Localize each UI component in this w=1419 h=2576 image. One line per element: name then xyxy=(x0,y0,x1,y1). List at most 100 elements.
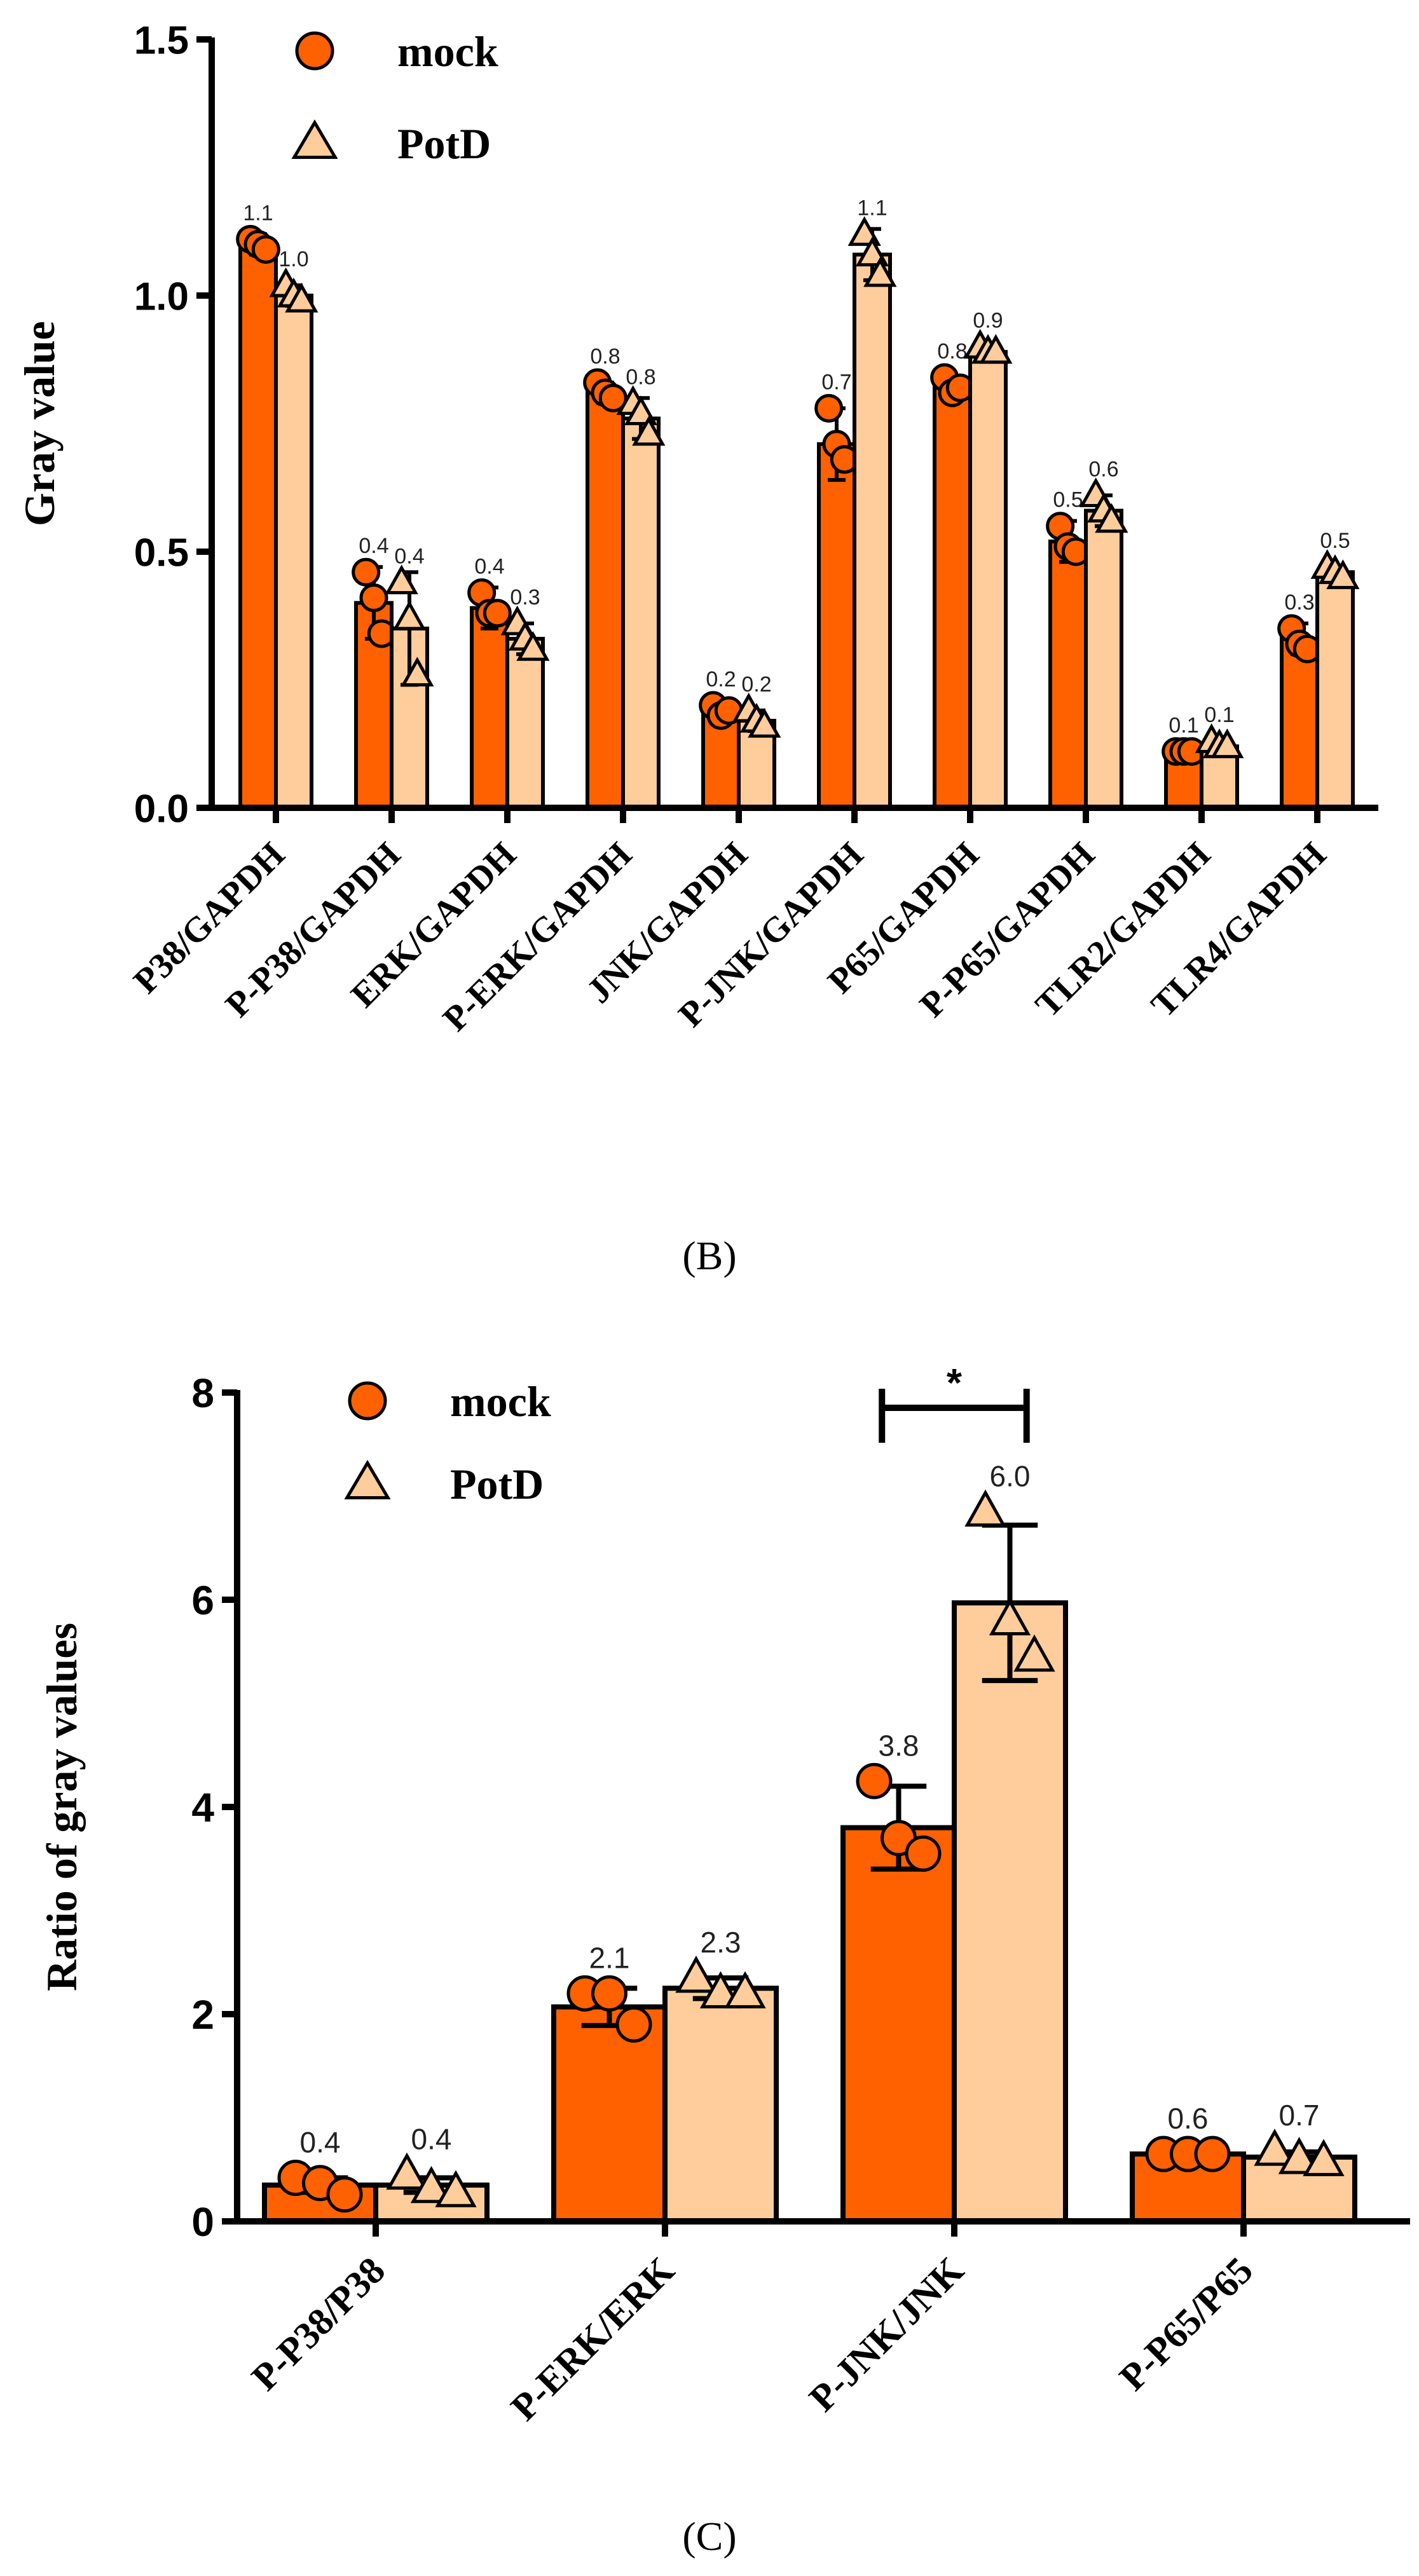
bar-mock-3 xyxy=(470,606,509,810)
point-PotD-1-2 xyxy=(410,2165,453,2204)
point-mock-2-2 xyxy=(359,583,388,613)
data-label-mock-5: 0.2 xyxy=(706,667,736,692)
point-PotD-2-2 xyxy=(699,1971,742,2008)
panel-c-caption: (C) xyxy=(682,2514,736,2559)
data-label-mock-4: 0.8 xyxy=(590,344,620,369)
point-PotD-1-1 xyxy=(386,2152,428,2190)
data-label-mock-3: 3.8 xyxy=(879,1729,919,1762)
y-tick-label-3: 4 xyxy=(191,1785,214,1830)
y-tick-label-2: 0.5 xyxy=(134,531,189,575)
category-label-1: P-P38/P38 xyxy=(243,2249,393,2399)
point-PotD-1-3 xyxy=(435,2170,477,2207)
data-label-mock-10: 0.3 xyxy=(1284,590,1314,615)
legend-label-potd: PotD xyxy=(450,1460,544,1508)
point-PotD-2-3 xyxy=(401,657,434,687)
data-label-mock-7: 0.8 xyxy=(937,339,967,364)
point-mock-1-3 xyxy=(251,235,280,264)
point-PotD-5-3 xyxy=(748,707,781,738)
data-label-PotD-2: 2.3 xyxy=(701,1926,741,1959)
point-PotD-7-3 xyxy=(979,334,1013,364)
point-PotD-4-3 xyxy=(632,416,666,446)
bar-PotD-3 xyxy=(505,637,545,810)
category-label-3: P-JNK/JNK xyxy=(801,2249,971,2419)
point-PotD-6-2 xyxy=(855,236,889,267)
point-mock-3-3 xyxy=(483,599,512,628)
bar-mock-7 xyxy=(933,386,972,810)
legend-marker-mock xyxy=(295,31,334,71)
data-label-PotD-1: 1.0 xyxy=(278,247,308,271)
data-label-PotD-5: 0.2 xyxy=(741,672,771,697)
panel-b-chart: 1.10.40.40.80.20.70.80.50.10.31.00.40.30… xyxy=(15,18,1378,1039)
point-PotD-2-1 xyxy=(385,564,418,594)
point-mock-3-1 xyxy=(856,1762,893,1799)
point-PotD-2-3 xyxy=(724,1971,766,2008)
bar-PotD-6 xyxy=(853,252,892,810)
data-label-PotD-8: 0.6 xyxy=(1088,457,1118,481)
data-label-PotD-7: 0.9 xyxy=(973,309,1003,333)
bar-PotD-2 xyxy=(662,1986,779,2224)
data-label-mock-3: 0.4 xyxy=(474,554,504,578)
panel-b-caption: (B) xyxy=(682,1233,736,1278)
significance-marker: * xyxy=(947,1361,963,1405)
point-PotD-3-3 xyxy=(516,631,550,661)
data-label-PotD-4: 0.8 xyxy=(626,365,655,389)
legend-label-mock: mock xyxy=(450,1377,551,1426)
legend-label-mock: mock xyxy=(397,27,498,76)
bar-mock-10 xyxy=(1280,637,1319,810)
data-label-PotD-9: 0.1 xyxy=(1204,703,1234,727)
y-axis-title: Gray value xyxy=(15,321,64,526)
y-tick-label-4: 1.5 xyxy=(134,18,189,62)
data-label-mock-9: 0.1 xyxy=(1169,713,1198,737)
point-PotD-4-3 xyxy=(1303,2139,1345,2176)
y-tick-label-3: 1.0 xyxy=(134,275,189,318)
bar-PotD-8 xyxy=(1084,508,1123,810)
y-tick-label-1: 0.0 xyxy=(134,787,189,831)
point-mock-3-3 xyxy=(905,1835,942,1872)
category-label-2: P-ERK/ERK xyxy=(503,2249,683,2429)
y-tick-label-2: 2 xyxy=(191,1992,214,2038)
data-label-mock-2: 0.4 xyxy=(359,534,388,558)
point-mock-4-3 xyxy=(598,383,627,412)
point-PotD-6-3 xyxy=(863,257,897,287)
bar-mock-1 xyxy=(238,242,278,810)
category-label-4: P-P65/P65 xyxy=(1111,2249,1261,2399)
y-tick-label-1: 0 xyxy=(191,2199,214,2245)
point-PotD-2-2 xyxy=(392,600,427,630)
bar-PotD-7 xyxy=(968,350,1008,810)
y-tick-label-4: 6 xyxy=(191,1578,214,1623)
point-mock-6-1 xyxy=(814,393,844,423)
point-PotD-8-3 xyxy=(1095,503,1128,533)
data-label-PotD-3: 6.0 xyxy=(990,1459,1031,1492)
point-mock-2-2 xyxy=(591,1975,627,2012)
data-label-PotD-2: 0.4 xyxy=(394,544,424,568)
bar-PotD-10 xyxy=(1315,570,1355,810)
point-mock-1-3 xyxy=(326,2176,363,2213)
point-PotD-9-3 xyxy=(1210,728,1244,758)
bar-mock-3 xyxy=(840,1825,957,2225)
point-mock-2-3 xyxy=(615,2006,652,2043)
panel-c-chart: 0.4 2.1 3.8 0.6 0.4 2.3 6.0 0.7 0 2 4 6 8 P-P38/P38 P-… xyxy=(38,1361,1410,2429)
point-PotD-3-3 xyxy=(1013,1634,1055,1672)
point-PotD-3-1 xyxy=(964,1489,1006,1527)
point-PotD-6-1 xyxy=(847,216,881,246)
point-PotD-3-2 xyxy=(989,1598,1031,1636)
bar-mock-8 xyxy=(1048,539,1088,810)
data-label-PotD-4: 0.7 xyxy=(1279,2099,1320,2132)
legend-label-potd: PotD xyxy=(397,119,491,168)
point-PotD-10-3 xyxy=(1326,559,1360,589)
point-PotD-2-1 xyxy=(675,1955,717,1993)
bar-PotD-1 xyxy=(274,294,313,810)
data-label-mock-1: 0.4 xyxy=(300,2126,341,2159)
data-label-PotD-1: 0.4 xyxy=(411,2123,452,2156)
data-label-mock-4: 0.6 xyxy=(1168,2102,1209,2135)
data-label-mock-2: 2.1 xyxy=(589,1941,630,1974)
legend-marker-mock xyxy=(348,1381,387,1421)
point-mock-4-3 xyxy=(1194,2136,1231,2172)
bar-mock-6 xyxy=(817,442,856,810)
data-label-mock-6: 0.7 xyxy=(821,370,851,394)
legend-marker-potd xyxy=(291,119,338,160)
data-label-PotD-10: 0.5 xyxy=(1320,529,1350,553)
data-label-mock-1: 1.1 xyxy=(243,201,273,225)
point-PotD-4-2 xyxy=(624,395,658,425)
